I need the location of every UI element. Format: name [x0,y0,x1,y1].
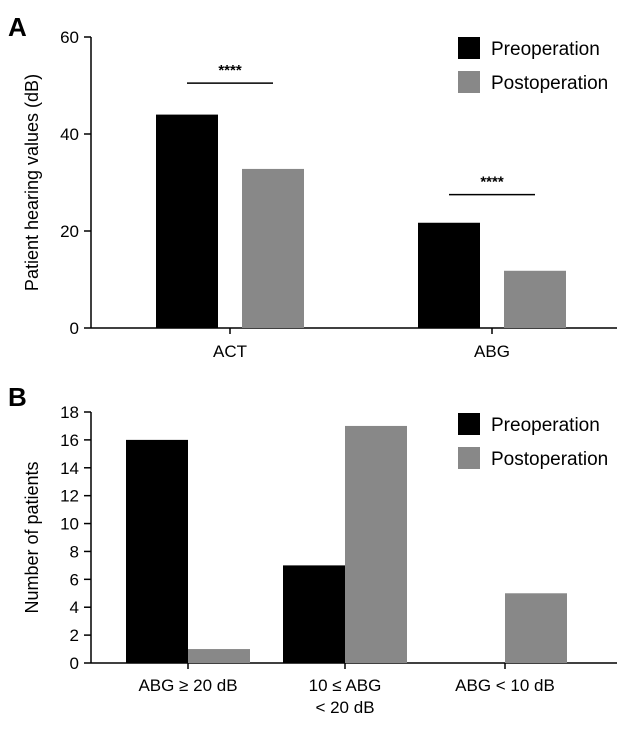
y-axis-label: Patient hearing values (dB) [22,74,42,291]
bar-postoperation-2 [345,425,407,663]
bar-postoperation-1 [188,649,250,663]
legend-label-postoperation: Postoperation [491,449,608,470]
bar-postoperation-2 [504,270,566,328]
legend-swatch-preoperation [458,37,480,59]
legend-label-preoperation: Preoperation [491,415,600,436]
legend-label-postoperation: Postoperation [491,73,608,94]
x-tick-label: ACT [213,342,247,361]
x-tick-label: ABG [474,342,510,361]
y-tick-label: 60 [60,28,79,47]
x-tick-label: ABG ≥ 20 dB [138,676,237,695]
y-tick-label: 4 [70,598,79,617]
x-tick-label: 10 ≤ ABG < 20 dB [309,676,382,717]
bar-postoperation-1 [242,168,304,328]
legend-swatch-postoperation [458,447,480,469]
bar-preoperation-2 [283,565,345,663]
y-tick-label: 18 [60,403,79,422]
bar-preoperation-1 [126,439,188,663]
significance-label: **** [480,174,504,191]
y-axis-label: Number of patients [22,461,42,613]
chart-panel-b: B 0 2 4 6 8 10 12 14 16 18 Number of patients ABG ≥ … [8,382,617,717]
y-tick-label: 14 [60,459,79,478]
legend-swatch-preoperation [458,413,480,435]
bar-preoperation-2 [418,222,480,328]
y-tick-label: 12 [60,487,79,506]
x-tick-label: ABG < 10 dB [455,676,555,695]
y-tick-label: 2 [70,626,79,645]
y-tick-label: 16 [60,431,79,450]
y-tick-label: 20 [60,222,79,241]
chart-panel-a: A 0 20 40 60 Patient hearing values (dB) ACT AB… [8,12,617,361]
y-tick-label: 6 [70,570,79,589]
legend-swatch-postoperation [458,71,480,93]
panel-label: A [8,12,27,42]
y-tick-label: 8 [70,542,79,561]
panel-label: B [8,382,27,412]
significance-label: **** [218,62,242,79]
legend-label-preoperation: Preoperation [491,39,600,60]
y-tick-label: 0 [70,654,79,673]
y-tick-label: 0 [70,319,79,338]
bar-preoperation-1 [156,114,218,328]
y-tick-label: 10 [60,515,79,534]
y-tick-label: 40 [60,125,79,144]
bar-postoperation-3 [505,593,567,663]
